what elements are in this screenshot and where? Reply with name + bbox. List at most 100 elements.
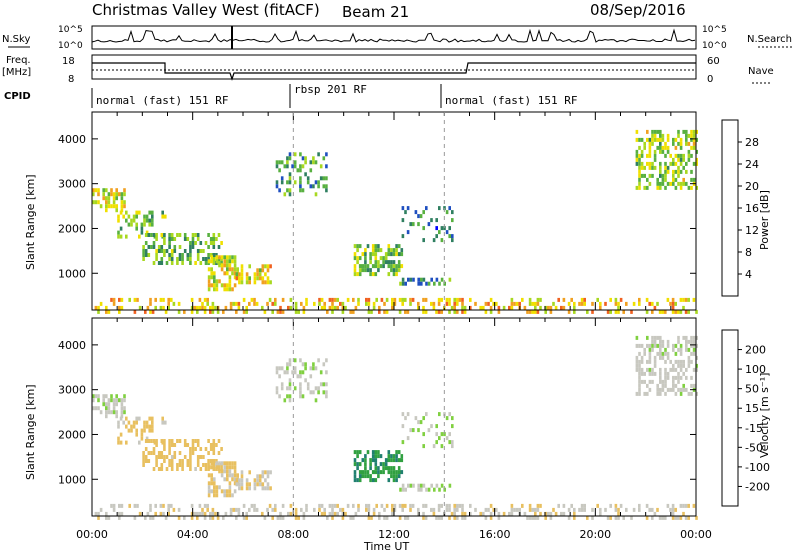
echo-cell <box>358 244 362 249</box>
echo-cell <box>220 461 224 466</box>
echo-cell <box>643 145 646 150</box>
echo-cell <box>515 301 519 306</box>
echo-cell <box>536 301 540 306</box>
echo-cell <box>440 238 444 243</box>
echo-cell <box>456 309 459 314</box>
echo-cell <box>196 455 200 459</box>
echo-cell <box>484 515 488 520</box>
echo-cell <box>659 355 662 360</box>
echo-cell <box>191 245 195 249</box>
echo-cell <box>638 185 641 190</box>
echo-cell <box>659 141 662 146</box>
echo-cell <box>160 261 164 265</box>
echo-cell <box>349 515 352 520</box>
echo-cell <box>248 301 251 306</box>
echo-cell <box>151 428 154 433</box>
echo-cell <box>401 206 405 211</box>
echo-cell <box>231 259 234 264</box>
echo-cell <box>361 264 365 269</box>
echo-cell <box>286 362 289 367</box>
echo-cell <box>176 261 179 265</box>
echo-cell <box>160 451 164 455</box>
echo-cell <box>404 297 407 302</box>
echo-cell <box>319 164 323 169</box>
echo-cell <box>211 301 215 306</box>
echo-cell <box>387 470 391 475</box>
echo-cell <box>463 309 467 314</box>
echo-cell <box>361 474 365 479</box>
echo-cell <box>570 297 573 302</box>
echo-cell <box>235 272 239 277</box>
echo-cell <box>287 305 290 310</box>
echo-cell <box>690 177 693 182</box>
echo-cell <box>536 309 540 314</box>
echo-cell <box>692 383 696 388</box>
echo-cell <box>469 305 472 310</box>
echo-cell <box>646 177 649 182</box>
echo-cell <box>648 161 652 166</box>
echo-cell <box>300 507 303 512</box>
echo-cell <box>318 503 321 508</box>
echo-cell <box>513 301 516 306</box>
echo-cell <box>666 169 670 174</box>
echo-cell <box>293 370 297 375</box>
echo-cell <box>356 260 359 265</box>
power-colorbar-tick-label: 16 <box>745 202 759 215</box>
echo-cell <box>374 244 378 249</box>
echo-cell <box>656 507 659 512</box>
echo-cell <box>228 473 232 478</box>
echo-cell <box>123 394 126 399</box>
echo-cell <box>692 129 696 134</box>
echo-cell <box>266 264 270 269</box>
echo-cell <box>411 503 415 508</box>
echo-cell <box>322 176 326 181</box>
echo-cell <box>226 287 229 292</box>
echo-cell <box>643 351 646 356</box>
echo-cell <box>625 301 628 306</box>
echo-cell <box>422 277 426 282</box>
echo-cell <box>151 424 154 429</box>
echo-cell <box>463 511 467 516</box>
echo-cell <box>94 200 98 205</box>
echo-cell <box>356 454 359 459</box>
echo-cell <box>401 424 405 429</box>
echo-cell <box>364 248 367 253</box>
echo-cell <box>210 477 213 482</box>
echo-cell <box>154 297 157 302</box>
echo-cell <box>135 416 138 421</box>
echo-cell <box>112 200 116 205</box>
echo-cell <box>140 432 144 437</box>
echo-cell <box>685 141 688 146</box>
echo-cell <box>539 511 542 516</box>
echo-cell <box>288 378 292 383</box>
echo-cell <box>144 309 147 314</box>
echo-cell <box>201 305 204 310</box>
echo-cell <box>105 511 108 516</box>
echo-cell <box>369 466 372 471</box>
echo-cell <box>653 149 657 154</box>
echo-cell <box>245 305 248 310</box>
echo-cell <box>384 252 388 257</box>
echo-cell <box>677 181 680 186</box>
echo-cell <box>228 287 232 292</box>
echo-cell <box>261 511 264 516</box>
echo-cell <box>395 268 398 273</box>
echo-cell <box>122 214 125 219</box>
echo-cell <box>461 503 464 508</box>
echo-cell <box>209 447 213 451</box>
echo-cell <box>325 176 328 181</box>
echo-cell <box>604 301 607 306</box>
echo-cell <box>422 483 426 488</box>
echo-cell <box>201 301 204 306</box>
echo-cell <box>687 503 690 508</box>
echo-cell <box>341 511 345 516</box>
echo-cell <box>677 379 680 384</box>
echo-cell <box>105 204 108 209</box>
echo-cell <box>651 379 654 384</box>
echo-cell <box>233 263 237 268</box>
echo-cell <box>489 511 493 516</box>
echo-cell <box>374 272 378 277</box>
echo-cell <box>682 177 685 182</box>
echo-cell <box>664 177 667 182</box>
